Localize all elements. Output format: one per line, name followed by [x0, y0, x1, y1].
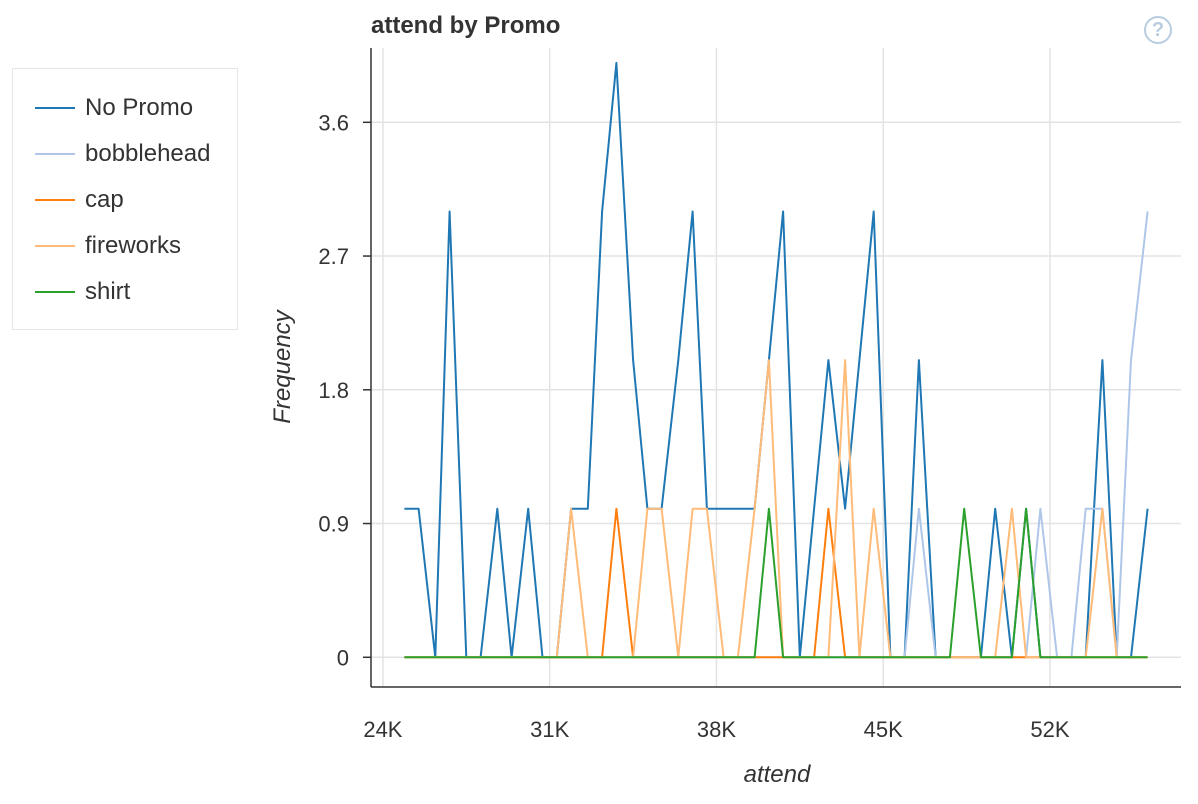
legend-swatch — [35, 291, 75, 293]
y-tick-label: 0.9 — [318, 512, 349, 537]
legend-item-bobblehead[interactable]: bobblehead — [35, 140, 211, 167]
series-lines — [404, 61, 1149, 659]
legend-label: cap — [85, 186, 124, 213]
x-tick-label: 52K — [1030, 717, 1069, 742]
help-icon[interactable]: ? — [1144, 16, 1172, 44]
legend-swatch — [35, 245, 75, 247]
legend-swatch — [35, 199, 75, 201]
x-tick-label: 45K — [864, 717, 903, 742]
y-tick-label: 2.7 — [318, 244, 349, 269]
legend-label: shirt — [85, 278, 131, 305]
chart-legend: No Promo bobblehead cap fireworks shirt — [12, 68, 238, 330]
legend-item-cap[interactable]: cap — [35, 186, 124, 213]
chart-title: attend by Promo — [371, 12, 560, 39]
x-tick-label: 38K — [697, 717, 736, 742]
legend-item-fireworks[interactable]: fireworks — [35, 232, 182, 259]
axes — [363, 48, 1181, 688]
y-axis-title: Frequency — [269, 308, 296, 423]
legend-swatch — [35, 153, 75, 155]
legend-swatch — [35, 107, 75, 109]
x-tick-label: 31K — [530, 717, 569, 742]
series-line-no-promo — [404, 61, 1149, 659]
legend-item-no-promo[interactable]: No Promo — [35, 94, 194, 121]
legend-label: fireworks — [85, 232, 182, 259]
legend-label: No Promo — [85, 94, 194, 121]
tick-labels: 24K 31K 38K 45K 52K 0 0.9 1.8 2.7 3.6 — [318, 110, 1069, 742]
y-tick-label: 1.8 — [318, 378, 349, 403]
y-tick-label: 3.6 — [318, 110, 349, 135]
legend-label: bobblehead — [85, 140, 211, 167]
x-axis-title: attend — [744, 761, 811, 788]
series-line-shirt — [404, 507, 1148, 659]
legend-item-shirt[interactable]: shirt — [35, 278, 131, 305]
y-tick-label: 0 — [337, 645, 349, 670]
x-tick-label: 24K — [363, 717, 402, 742]
